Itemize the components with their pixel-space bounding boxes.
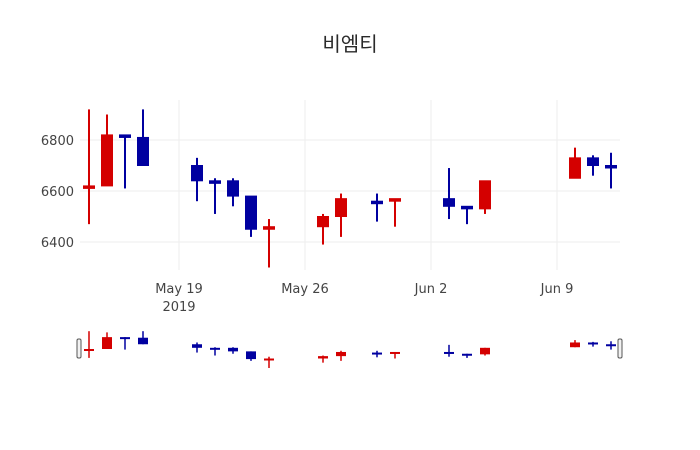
candle[interactable]	[245, 195, 257, 237]
range-slider[interactable]	[76, 331, 623, 368]
x-axis: May 19 2019 May 26 Jun 2 Jun 9	[155, 282, 573, 315]
mini-candle	[102, 332, 112, 349]
candle[interactable]	[335, 193, 347, 237]
candle[interactable]	[371, 193, 383, 222]
mini-candle	[588, 341, 598, 347]
chart-title: 비엠티	[322, 32, 378, 56]
candle[interactable]	[569, 147, 581, 179]
mini-candle	[462, 353, 472, 358]
x-tick-label: Jun 2	[414, 282, 448, 297]
candle[interactable]	[137, 109, 149, 166]
candle[interactable]	[119, 134, 131, 189]
x-tick-label: Jun 9	[540, 282, 574, 297]
candle[interactable]	[101, 114, 113, 187]
mini-candle	[264, 356, 274, 368]
mini-candle	[606, 341, 616, 350]
candle[interactable]	[605, 152, 617, 189]
gridlines	[80, 100, 620, 270]
candle[interactable]	[209, 178, 221, 214]
candle[interactable]	[587, 155, 599, 176]
mini-candle	[192, 342, 202, 353]
mini-candle	[372, 350, 382, 358]
candle[interactable]	[191, 157, 203, 202]
candle[interactable]	[83, 109, 95, 225]
mini-candle	[336, 350, 346, 361]
mini-candle	[480, 347, 490, 356]
range-slider-candles	[84, 331, 616, 368]
mini-candle	[570, 340, 580, 348]
x-tick-label: May 19	[155, 282, 203, 297]
mini-candle	[84, 331, 94, 358]
mini-candle	[246, 351, 256, 361]
candles-main[interactable]	[83, 109, 617, 268]
range-slider-left-handle[interactable]	[76, 338, 82, 359]
y-tick-label: 6800	[41, 134, 74, 149]
candle[interactable]	[227, 178, 239, 207]
mini-candle	[390, 351, 400, 359]
x-tick-year: 2019	[162, 300, 195, 315]
candle[interactable]	[317, 213, 329, 245]
mini-candle	[444, 344, 454, 357]
range-slider-right-handle[interactable]	[617, 338, 623, 359]
mini-candle	[318, 355, 328, 363]
candle[interactable]	[263, 219, 275, 268]
y-tick-label: 6400	[41, 236, 74, 251]
candle[interactable]	[389, 198, 401, 227]
candle[interactable]	[443, 168, 455, 220]
y-tick-label: 6600	[41, 185, 74, 200]
mini-candle	[210, 347, 220, 356]
y-axis: 6400 6600 6800	[41, 134, 74, 251]
candle[interactable]	[479, 180, 491, 214]
candle[interactable]	[461, 205, 473, 225]
mini-candle	[138, 331, 148, 345]
x-tick-label: May 26	[281, 282, 329, 297]
mini-candle	[120, 337, 130, 350]
mini-candle	[228, 347, 238, 354]
